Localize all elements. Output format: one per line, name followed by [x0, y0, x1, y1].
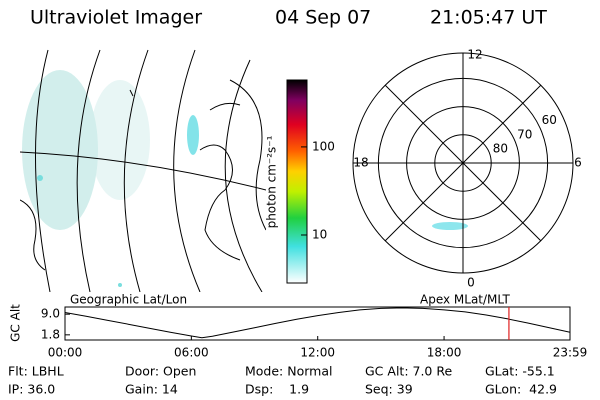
status-field: Seq: 39	[365, 382, 413, 397]
lat-label: 80	[493, 141, 508, 155]
map	[20, 49, 266, 292]
status-field: Door: Open	[125, 364, 196, 379]
time: 21:05:47 UT	[430, 7, 547, 29]
lat-ring	[434, 134, 492, 192]
title: Ultraviolet Imager	[30, 7, 202, 29]
altitude-line	[64, 307, 571, 339]
status-field: IP: 36.0	[8, 382, 55, 397]
status-field: Dsp: 1.9	[245, 382, 309, 397]
date: 04 Sep 07	[275, 7, 371, 29]
y-tick-label: 9.0	[41, 307, 60, 321]
colorbar-label: photon cm⁻²s⁻¹	[265, 135, 279, 228]
altitude-frame	[64, 306, 571, 341]
x-tick-label: 06:00	[174, 346, 209, 360]
spokes	[353, 53, 573, 273]
status-field: Mode: Normal	[245, 364, 332, 379]
lat-ring	[406, 106, 520, 220]
lat-ring	[377, 77, 549, 249]
mlt-label: 12	[467, 48, 482, 62]
polar-label: Apex MLat/MLT	[420, 293, 510, 307]
x-tick-label: 00:00	[48, 346, 83, 360]
status-field: Gain: 14	[125, 382, 178, 397]
status-field: GLon: 42.9	[485, 382, 557, 397]
altitude-ylabel: GC Alt	[9, 304, 23, 342]
x-tick-label: 12:00	[300, 346, 335, 360]
y-tick-label: 1.8	[41, 327, 60, 341]
mlt-label: 18	[353, 156, 368, 170]
x-tick-label: 18:00	[427, 346, 462, 360]
colorbar-tick-label: 100	[312, 139, 335, 153]
status-field: Flt: LBHL	[8, 364, 64, 379]
emission	[432, 222, 468, 230]
polar-frame	[352, 52, 574, 274]
colorbar	[286, 79, 308, 284]
colorbar-tick-label: 10	[312, 227, 327, 241]
mlt-label: 6	[574, 156, 582, 170]
status-field: GLat: -55.1	[485, 364, 555, 379]
map-label: Geographic Lat/Lon	[70, 293, 187, 307]
lat-label: 60	[542, 113, 557, 127]
x-tick-label: 23:59	[553, 346, 588, 360]
status-field: GC Alt: 7.0 Re	[365, 364, 452, 379]
mlt-label: 0	[467, 276, 475, 290]
lat-label: 70	[517, 127, 532, 141]
